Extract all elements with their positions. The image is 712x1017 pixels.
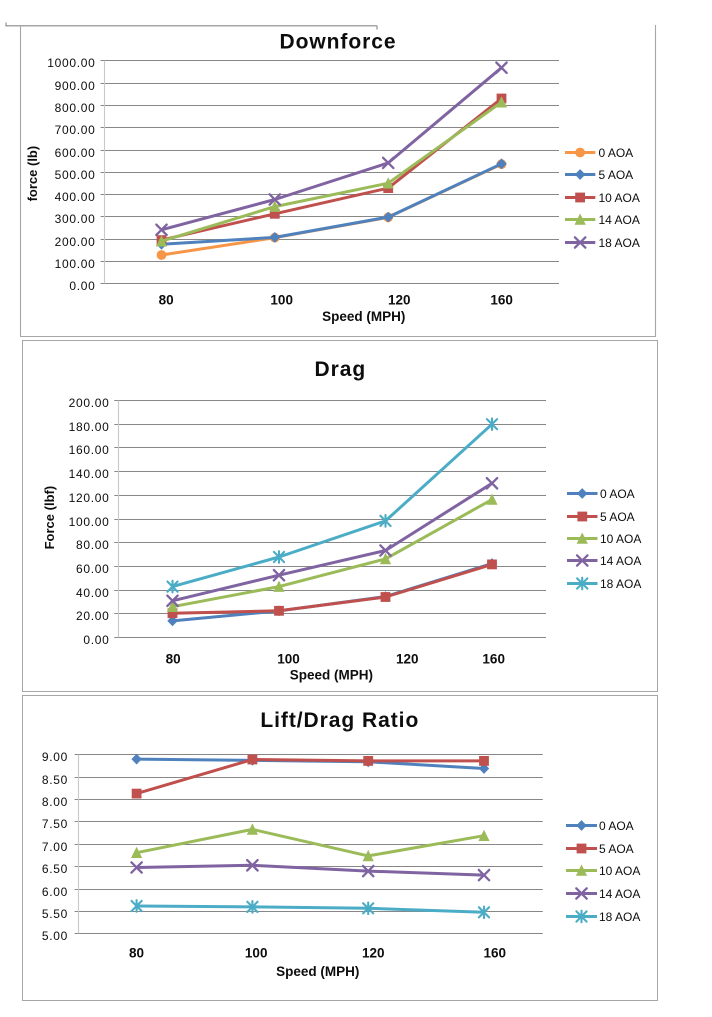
svg-text:600.00: 600.00 (55, 146, 96, 160)
svg-text:40.00: 40.00 (76, 586, 110, 600)
svg-text:400.00: 400.00 (55, 190, 96, 204)
svg-text:80: 80 (166, 651, 181, 666)
svg-text:120: 120 (362, 945, 385, 960)
svg-text:200.00: 200.00 (69, 396, 110, 410)
svg-text:100.00: 100.00 (69, 515, 110, 529)
svg-text:120: 120 (388, 292, 411, 307)
svg-text:Lift/Drag Ratio: Lift/Drag Ratio (260, 709, 419, 732)
svg-text:100.00: 100.00 (55, 257, 96, 271)
svg-text:5.50: 5.50 (42, 907, 68, 921)
svg-text:18 AOA: 18 AOA (599, 910, 640, 924)
svg-text:900.00: 900.00 (55, 79, 96, 93)
svg-text:Speed (MPH): Speed (MPH) (276, 964, 359, 979)
svg-text:Force (lbf): Force (lbf) (42, 486, 57, 550)
svg-text:140.00: 140.00 (69, 467, 110, 481)
svg-text:120: 120 (396, 651, 419, 666)
svg-text:100: 100 (270, 292, 293, 307)
svg-text:8.50: 8.50 (42, 773, 68, 787)
svg-text:7.50: 7.50 (42, 817, 68, 831)
svg-text:9.00: 9.00 (42, 750, 68, 764)
svg-text:14 AOA: 14 AOA (600, 554, 641, 568)
svg-text:18 AOA: 18 AOA (599, 236, 640, 250)
svg-text:Speed (MPH): Speed (MPH) (322, 309, 405, 324)
svg-text:14 AOA: 14 AOA (599, 887, 640, 901)
svg-text:60.00: 60.00 (76, 562, 110, 576)
svg-text:180.00: 180.00 (69, 420, 110, 434)
svg-text:18 AOA: 18 AOA (600, 577, 641, 591)
svg-text:0 AOA: 0 AOA (599, 819, 634, 833)
svg-text:5 AOA: 5 AOA (599, 842, 634, 856)
svg-text:160: 160 (482, 651, 505, 666)
svg-text:0.00: 0.00 (69, 279, 95, 293)
svg-text:14 AOA: 14 AOA (599, 213, 640, 227)
svg-text:0 AOA: 0 AOA (599, 146, 634, 160)
svg-text:force (lb): force (lb) (25, 146, 40, 202)
svg-text:200.00: 200.00 (55, 235, 96, 249)
svg-text:300.00: 300.00 (55, 212, 96, 226)
svg-text:0.00: 0.00 (83, 633, 109, 647)
svg-text:5 AOA: 5 AOA (599, 168, 634, 182)
svg-text:160: 160 (490, 292, 513, 307)
svg-text:Drag: Drag (314, 358, 366, 381)
svg-text:100: 100 (277, 651, 300, 666)
svg-text:80: 80 (159, 292, 174, 307)
svg-text:7.00: 7.00 (42, 840, 68, 854)
svg-text:160.00: 160.00 (69, 443, 110, 457)
svg-text:Speed (MPH): Speed (MPH) (290, 668, 373, 683)
svg-text:10 AOA: 10 AOA (600, 532, 641, 546)
svg-text:160: 160 (484, 945, 507, 960)
svg-text:10 AOA: 10 AOA (599, 191, 640, 205)
svg-text:100: 100 (245, 945, 268, 960)
svg-text:20.00: 20.00 (76, 609, 110, 623)
svg-text:1000.00: 1000.00 (47, 56, 95, 70)
svg-text:5.00: 5.00 (42, 929, 68, 943)
svg-text:8.00: 8.00 (42, 795, 68, 809)
svg-text:10 AOA: 10 AOA (599, 864, 640, 878)
svg-text:80: 80 (129, 945, 144, 960)
svg-text:0 AOA: 0 AOA (600, 487, 635, 501)
svg-text:800.00: 800.00 (55, 101, 96, 115)
svg-text:6.50: 6.50 (42, 862, 68, 876)
svg-text:6.00: 6.00 (42, 885, 68, 899)
svg-text:500.00: 500.00 (55, 168, 96, 182)
svg-text:80.00: 80.00 (76, 538, 110, 552)
svg-text:5 AOA: 5 AOA (600, 510, 635, 524)
svg-text:120.00: 120.00 (69, 491, 110, 505)
svg-text:700.00: 700.00 (55, 123, 96, 137)
svg-text:Downforce: Downforce (279, 31, 396, 54)
